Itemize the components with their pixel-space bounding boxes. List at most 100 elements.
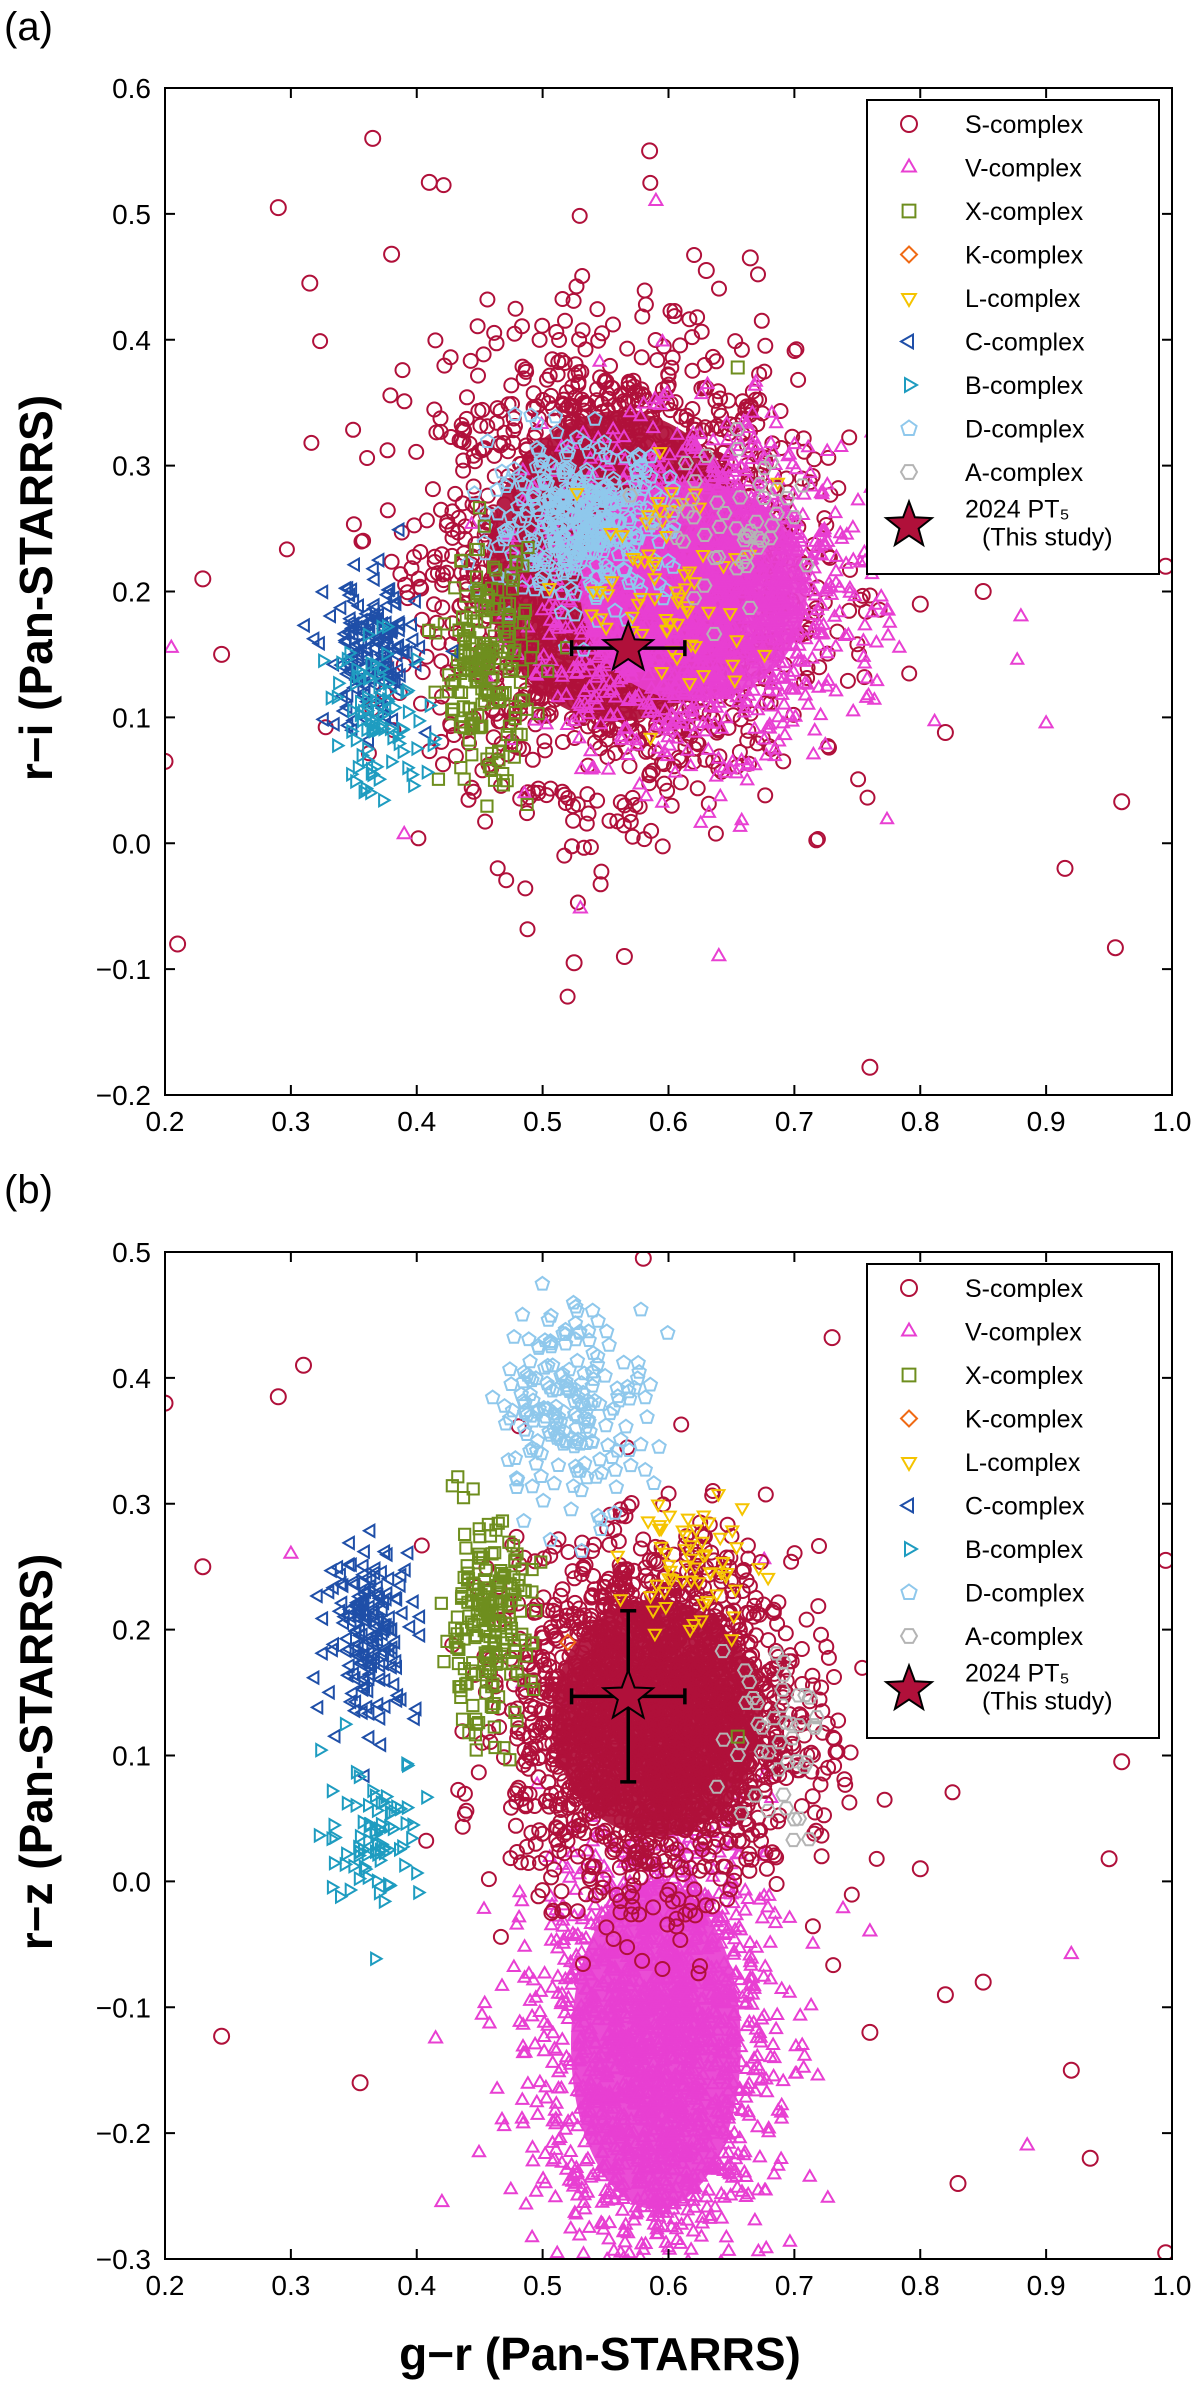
data-point-s-complex [396,393,413,410]
data-point-l-complex [728,635,745,649]
data-point-d-complex [591,464,608,480]
data-point-l-complex [679,605,696,620]
data-point-a-complex [667,497,684,512]
data-point-s-complex [383,553,400,570]
data-point-v-complex [710,750,727,764]
data-point-x-complex [478,694,492,708]
data-point-s-complex [436,357,453,374]
data-point-x-complex [507,646,521,660]
data-point-s-complex [727,333,744,350]
data-point-v-complex [463,515,480,529]
data-point-a-complex [798,558,816,573]
data-point-s-complex [649,352,666,369]
data-point-l-complex [653,667,670,681]
data-point-v-complex [577,651,593,666]
data-point-v-complex [645,621,661,635]
data-point-x-complex [476,657,491,671]
data-point-b-complex [374,666,388,683]
data-point-v-complex [562,593,579,608]
data-point-v-complex [805,745,822,760]
data-point-v-complex [788,542,805,557]
data-point-s-complex [507,300,524,317]
data-point-b-complex [387,730,401,746]
data-point-a-complex [732,490,749,505]
data-point-a-complex [729,442,747,457]
data-point-v-complex [850,491,866,506]
data-point-v-complex [721,493,738,507]
data-point-x-complex [509,705,523,720]
data-point-x-complex [502,640,516,654]
data-point-x-complex [520,797,534,812]
data-point-s-complex [444,529,461,546]
data-point-d-complex [621,574,637,590]
data-point-a-complex [685,591,703,606]
data-point-x-complex [463,631,477,645]
data-point-v-complex [566,712,582,726]
data-point-s-complex [498,872,515,889]
data-point-s-complex [459,389,475,406]
data-point-v-complex [546,587,563,601]
data-point-a-complex [668,530,686,545]
data-point-x-complex [541,664,555,678]
data-point-v-complex [845,518,861,533]
data-point-l-complex [681,678,698,692]
data-point-l-complex [670,596,686,611]
data-point-x-complex [475,644,489,658]
data-point-v-complex [670,560,687,575]
data-point-v-complex [788,605,805,620]
data-point-v-complex [541,626,558,640]
data-point-v-complex [770,585,787,599]
data-point-v-complex [689,438,705,452]
data-point-x-complex [450,653,465,667]
data-point-v-complex [732,644,749,658]
data-point-v-complex [741,472,758,487]
data-point-c-complex [392,667,406,684]
data-point-d-complex [629,467,645,483]
data-point-v-complex [651,716,668,731]
data-point-s-complex [607,428,624,445]
data-point-v-complex [712,604,728,618]
data-point-x-complex [482,760,497,774]
data-point-v-complex [804,650,821,664]
data-point-s-complex [609,813,626,830]
x-axis-title: g−r (Pan-STARRS) [399,2328,801,2380]
data-point-s-complex [544,400,561,417]
data-point-v-complex [737,498,754,512]
data-point-s-complex [505,410,522,427]
data-point-x-complex [510,555,524,569]
data-point-s-complex [531,331,548,348]
data-point-l-complex [679,601,695,615]
data-point-v-complex [740,443,757,458]
data-point-v-complex [630,686,647,701]
data-point-d-complex [504,520,521,536]
data-point-v-complex [753,629,769,643]
data-point-s-complex [808,832,825,849]
data-point-b-complex [347,702,362,719]
data-point-s-complex [689,780,706,797]
data-point-s-complex [465,478,482,495]
data-point-s-complex [430,634,447,651]
data-point-s-complex [839,672,856,689]
data-point-c-complex [314,584,329,600]
data-point-v-complex [737,667,754,681]
data-point-v-complex [704,512,721,527]
data-point-c-complex [387,640,402,657]
data-point-s-complex [345,421,362,438]
data-point-x-complex [478,636,492,651]
data-point-v-complex [744,647,761,662]
data-point-b-complex [406,766,421,783]
data-point-x-complex [464,606,478,620]
data-point-v-complex [792,558,809,572]
data-point-v-complex [640,666,657,681]
data-point-v-complex [585,759,601,774]
data-point-v-complex [782,529,799,544]
data-point-v-complex [559,716,576,730]
data-point-l-complex [642,732,659,747]
data-point-v-complex [769,612,786,627]
data-point-v-complex [828,682,844,697]
data-point-v-complex [585,690,601,705]
data-point-v-complex [891,639,908,653]
data-point-s-complex [589,792,606,809]
data-point-v-complex [776,603,793,617]
